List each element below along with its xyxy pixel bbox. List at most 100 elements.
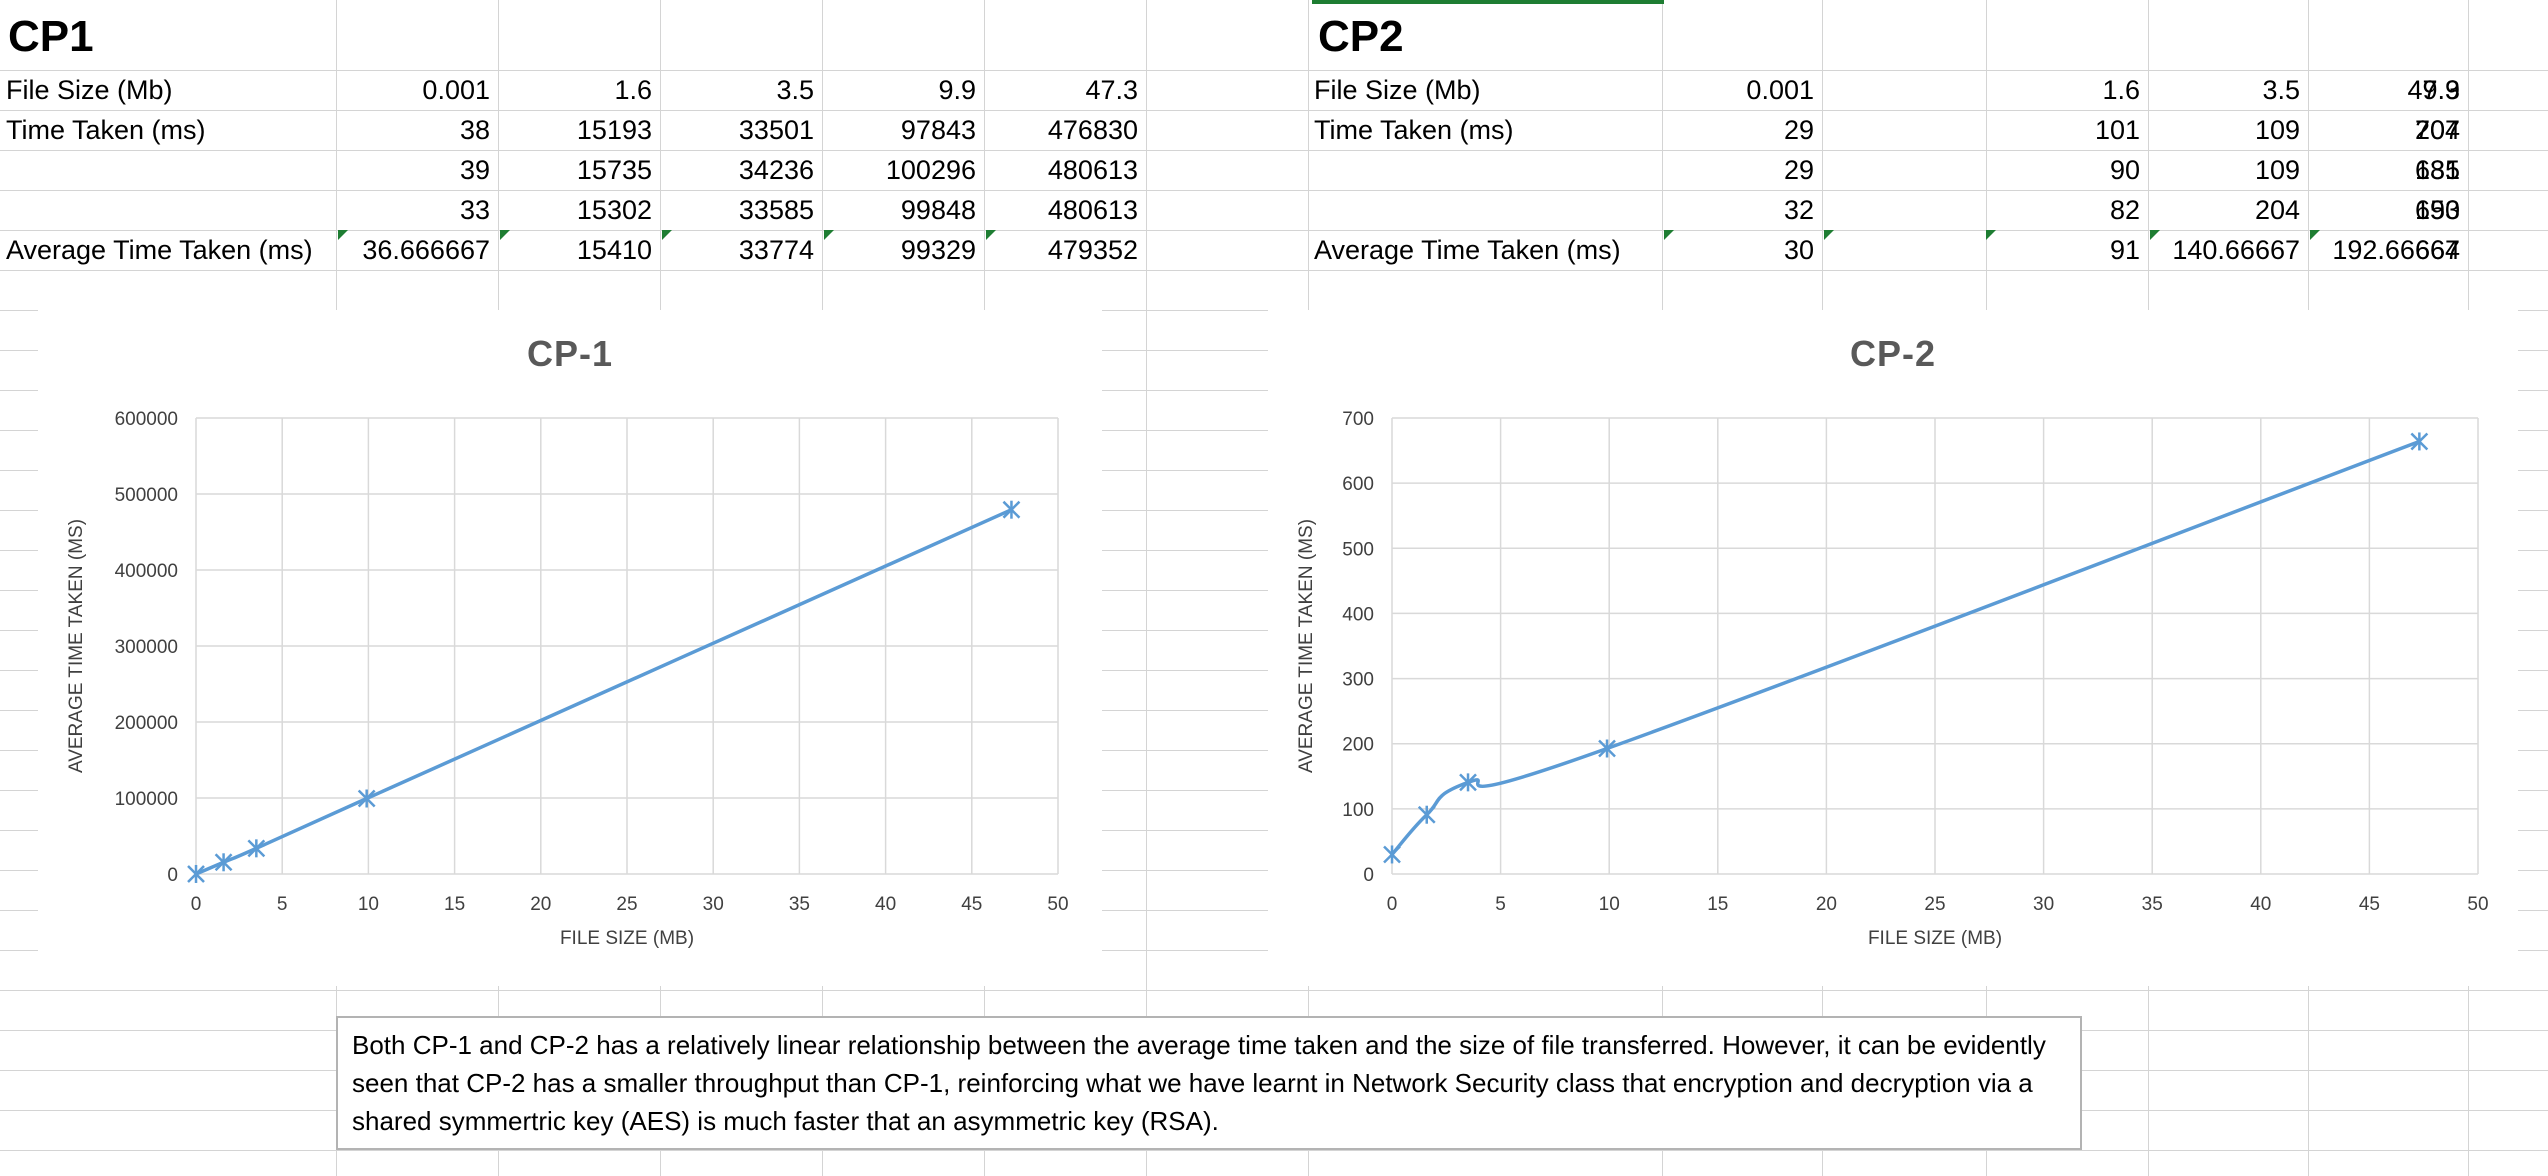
cp2-file-size-cell[interactable]: 1.6 [2102, 75, 2140, 105]
cp1-file-size-cell[interactable]: 47.3 [1085, 75, 1138, 105]
cp2-file-size-cell[interactable]: 9.9 [2422, 75, 2460, 105]
row-gridline [0, 190, 2548, 191]
data-point-marker[interactable] [247, 839, 266, 858]
cp1-average-cell[interactable]: 33774 [738, 235, 814, 265]
cp1-time-cell[interactable]: 38 [459, 115, 490, 145]
series-line[interactable] [195, 508, 1013, 876]
error-indicator-icon[interactable] [338, 230, 348, 240]
cp1-time-cell[interactable]: 15302 [576, 195, 652, 225]
cp2-file-size-cell[interactable]: 3.5 [2262, 75, 2300, 105]
cp1-title[interactable]: CP1 [8, 12, 94, 61]
chart-title[interactable]: CP-1 [527, 333, 613, 374]
error-indicator-icon[interactable] [2150, 230, 2160, 240]
cp1-average-cell[interactable]: 36.666667 [362, 235, 490, 265]
cp2-time-cell[interactable]: 635 [2414, 155, 2460, 185]
cp2-chart-panel[interactable]: CP-2 0 100 200 300 400 500 600 700 0 5 10 15 20 25 30 35… [1268, 310, 2518, 986]
cp1-time-cell[interactable]: 476830 [1047, 115, 1138, 145]
data-point-marker[interactable] [1417, 805, 1436, 824]
cp2-avg-label[interactable]: Average Time Taken (ms) [1314, 235, 1621, 265]
cp2-time-cell[interactable]: 190 [2414, 195, 2460, 225]
cp2-time-cell[interactable]: 29 [1783, 155, 1814, 185]
cp2-time-cell[interactable]: 29 [1783, 115, 1814, 145]
data-point-marker[interactable] [214, 853, 233, 872]
cp1-time-cell[interactable]: 99848 [900, 195, 976, 225]
cp1-time-cell[interactable]: 480613 [1047, 155, 1138, 185]
cp1-chart-panel[interactable]: CP-1 0 100000 200000 300000 400000 500000 60000… [38, 310, 1102, 986]
data-point-marker[interactable] [1002, 500, 1021, 519]
error-indicator-icon[interactable] [986, 230, 996, 240]
x-axis-title[interactable]: FILE SIZE (MB) [560, 928, 694, 949]
cp2-time-cell[interactable]: 109 [2254, 115, 2300, 145]
cp2-time-cell[interactable]: 204 [2254, 195, 2300, 225]
cp1-time-cell[interactable]: 34236 [738, 155, 814, 185]
cp1-file-size-cell[interactable]: 1.6 [614, 75, 652, 105]
cp1-time-cell[interactable]: 480613 [1047, 195, 1138, 225]
error-indicator-icon[interactable] [1824, 230, 1834, 240]
cp1-time-cell[interactable]: 33585 [738, 195, 814, 225]
cp1-file-size-cell[interactable]: 0.001 [422, 75, 490, 105]
cp2-time-cell[interactable]: 32 [1783, 195, 1814, 225]
y-axis-title[interactable]: AVERAGE TIME TAKEN (MS) [1296, 519, 1317, 773]
y-axis-title[interactable]: AVERAGE TIME TAKEN (MS) [66, 519, 87, 773]
cp2-time-cell[interactable]: 90 [2109, 155, 2140, 185]
conclusion-text-box[interactable]: Both CP-1 and CP-2 has a relatively line… [336, 1016, 2082, 1150]
x-axis-title[interactable]: FILE SIZE (MB) [1868, 928, 2002, 949]
cp1-file-size-cell[interactable]: 9.9 [938, 75, 976, 105]
error-indicator-icon[interactable] [1986, 230, 1996, 240]
error-indicator-icon[interactable] [500, 230, 510, 240]
error-indicator-icon[interactable] [824, 230, 834, 240]
cp2-time-cell[interactable]: 207 [2414, 115, 2460, 145]
error-indicator-icon[interactable] [1664, 230, 1674, 240]
cp2-file-size-label[interactable]: File Size (Mb) [1314, 75, 1481, 105]
cp2-time-cell[interactable]: 109 [2254, 155, 2300, 185]
cp1-time-cell[interactable]: 15735 [576, 155, 652, 185]
cp2-time-cell[interactable]: 704 [2414, 115, 2460, 145]
data-point-marker[interactable] [187, 864, 205, 883]
error-indicator-icon[interactable] [662, 230, 672, 240]
error-indicator-icon[interactable] [2310, 230, 2320, 240]
x-tick-label: 45 [2359, 894, 2380, 915]
chart-title[interactable]: CP-2 [1850, 333, 1936, 374]
cp1-time-cell[interactable]: 100296 [885, 155, 976, 185]
x-tick-label: 25 [1924, 894, 1945, 915]
cp2-title[interactable]: CP2 [1318, 12, 1404, 61]
cp1-chart[interactable]: CP-1 0 100000 200000 300000 400000 500000 60000… [38, 310, 1102, 986]
cp1-avg-label[interactable]: Average Time Taken (ms) [6, 235, 313, 265]
cp1-file-size-label[interactable]: File Size (Mb) [6, 75, 173, 105]
cp2-average-cell[interactable]: 30 [1783, 235, 1814, 265]
cp1-time-cell[interactable]: 33 [459, 195, 490, 225]
x-tick-label: 50 [2467, 894, 2488, 915]
y-tick-label: 200 [1342, 735, 1374, 756]
y-tick-label: 400000 [115, 561, 178, 582]
cp2-average-cell[interactable]: 192.66667 [2332, 235, 2460, 265]
cp1-time-label[interactable]: Time Taken (ms) [6, 115, 206, 145]
cp2-file-size-cell[interactable]: 47.3 [2407, 75, 2460, 105]
cp2-file-size-cell[interactable]: 0.001 [1746, 75, 1814, 105]
cp1-time-cell[interactable]: 97843 [900, 115, 976, 145]
data-point-marker[interactable] [1383, 845, 1401, 864]
row-gridline [0, 110, 2548, 111]
cp2-average-cell[interactable]: 140.66667 [2172, 235, 2300, 265]
data-point-marker[interactable] [357, 789, 376, 808]
cp2-chart[interactable]: CP-2 0 100 200 300 400 500 600 700 0 5 10 15 20 25 30 35… [1268, 310, 2518, 986]
data-point-marker[interactable] [1598, 739, 1616, 758]
series-line[interactable] [1390, 439, 2420, 856]
cp2-time-cell[interactable]: 181 [2414, 155, 2460, 185]
cp2-average-cell[interactable]: 664 [2414, 235, 2460, 265]
cp2-time-cell[interactable]: 82 [2109, 195, 2140, 225]
cp1-time-cell[interactable]: 39 [459, 155, 490, 185]
y-tick-label: 400 [1342, 604, 1374, 625]
cp1-average-cell[interactable]: 15410 [576, 235, 652, 265]
cp1-average-cell[interactable]: 99329 [900, 235, 976, 265]
cp2-time-cell[interactable]: 101 [2094, 115, 2140, 145]
cp1-file-size-cell[interactable]: 3.5 [776, 75, 814, 105]
data-point-marker[interactable] [1459, 773, 1477, 792]
cp2-average-cell[interactable]: 91 [2109, 235, 2140, 265]
cp1-time-cell[interactable]: 15193 [576, 115, 652, 145]
x-tick-label: 15 [1707, 894, 1728, 915]
cp2-time-label[interactable]: Time Taken (ms) [1314, 115, 1514, 145]
cp2-time-cell[interactable]: 653 [2414, 195, 2460, 225]
data-point-marker[interactable] [2410, 432, 2429, 451]
cp1-time-cell[interactable]: 33501 [738, 115, 814, 145]
cp1-average-cell[interactable]: 479352 [1047, 235, 1138, 265]
